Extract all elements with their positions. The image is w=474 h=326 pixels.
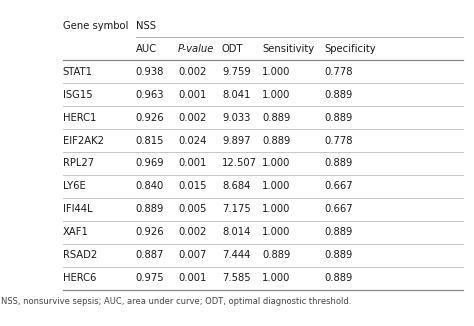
Text: 0.778: 0.778 xyxy=(324,67,353,77)
Text: 0.938: 0.938 xyxy=(136,67,164,77)
Text: Sensitivity: Sensitivity xyxy=(262,44,314,54)
Text: 0.778: 0.778 xyxy=(324,136,353,145)
Text: 0.007: 0.007 xyxy=(178,250,207,260)
Text: 1.000: 1.000 xyxy=(262,67,291,77)
Text: 0.969: 0.969 xyxy=(136,158,164,169)
Text: NSS, nonsurvive sepsis; AUC, area under curve; ODT, optimal diagnostic threshold: NSS, nonsurvive sepsis; AUC, area under … xyxy=(1,297,352,305)
Text: 0.815: 0.815 xyxy=(136,136,164,145)
Text: 0.889: 0.889 xyxy=(324,273,353,283)
Text: 0.001: 0.001 xyxy=(178,273,207,283)
Text: 0.889: 0.889 xyxy=(262,250,291,260)
Text: 0.889: 0.889 xyxy=(262,112,291,123)
Text: 0.926: 0.926 xyxy=(136,227,164,237)
Text: 0.889: 0.889 xyxy=(324,250,353,260)
Text: 9.033: 9.033 xyxy=(222,112,250,123)
Text: IFI44L: IFI44L xyxy=(63,204,92,215)
Text: 0.975: 0.975 xyxy=(136,273,164,283)
Text: 0.889: 0.889 xyxy=(324,227,353,237)
Text: 8.014: 8.014 xyxy=(222,227,250,237)
Text: 7.585: 7.585 xyxy=(222,273,251,283)
Text: NSS: NSS xyxy=(136,21,155,31)
Text: 0.001: 0.001 xyxy=(178,90,207,100)
Text: ISG15: ISG15 xyxy=(63,90,92,100)
Text: Gene symbol: Gene symbol xyxy=(63,21,128,31)
Text: 9.759: 9.759 xyxy=(222,67,251,77)
Text: 8.684: 8.684 xyxy=(222,182,250,191)
Text: 0.015: 0.015 xyxy=(178,182,207,191)
Text: 0.963: 0.963 xyxy=(136,90,164,100)
Text: 8.041: 8.041 xyxy=(222,90,250,100)
Text: RPL27: RPL27 xyxy=(63,158,94,169)
Text: 0.667: 0.667 xyxy=(324,182,353,191)
Text: HERC6: HERC6 xyxy=(63,273,96,283)
Text: 0.926: 0.926 xyxy=(136,112,164,123)
Text: 1.000: 1.000 xyxy=(262,204,291,215)
Text: 0.840: 0.840 xyxy=(136,182,164,191)
Text: 0.667: 0.667 xyxy=(324,204,353,215)
Text: 0.889: 0.889 xyxy=(324,90,353,100)
Text: 1.000: 1.000 xyxy=(262,90,291,100)
Text: 7.444: 7.444 xyxy=(222,250,250,260)
Text: XAF1: XAF1 xyxy=(63,227,89,237)
Text: 9.897: 9.897 xyxy=(222,136,251,145)
Text: P-value: P-value xyxy=(178,44,214,54)
Text: 0.005: 0.005 xyxy=(178,204,207,215)
Text: 1.000: 1.000 xyxy=(262,227,291,237)
Text: 0.002: 0.002 xyxy=(178,227,207,237)
Text: 1.000: 1.000 xyxy=(262,273,291,283)
Text: Specificity: Specificity xyxy=(324,44,376,54)
Text: 1.000: 1.000 xyxy=(262,182,291,191)
Text: 0.889: 0.889 xyxy=(136,204,164,215)
Text: RSAD2: RSAD2 xyxy=(63,250,97,260)
Text: 0.024: 0.024 xyxy=(178,136,207,145)
Text: EIF2AK2: EIF2AK2 xyxy=(63,136,104,145)
Text: 0.887: 0.887 xyxy=(136,250,164,260)
Text: 7.175: 7.175 xyxy=(222,204,251,215)
Text: 12.507: 12.507 xyxy=(222,158,257,169)
Text: AUC: AUC xyxy=(136,44,157,54)
Text: STAT1: STAT1 xyxy=(63,67,92,77)
Text: 0.002: 0.002 xyxy=(178,112,207,123)
Text: 1.000: 1.000 xyxy=(262,158,291,169)
Text: 0.002: 0.002 xyxy=(178,67,207,77)
Text: 0.889: 0.889 xyxy=(324,112,353,123)
Text: HERC1: HERC1 xyxy=(63,112,96,123)
Text: ODT: ODT xyxy=(222,44,244,54)
Text: 0.889: 0.889 xyxy=(262,136,291,145)
Text: 0.889: 0.889 xyxy=(324,158,353,169)
Text: LY6E: LY6E xyxy=(63,182,85,191)
Text: 0.001: 0.001 xyxy=(178,158,207,169)
